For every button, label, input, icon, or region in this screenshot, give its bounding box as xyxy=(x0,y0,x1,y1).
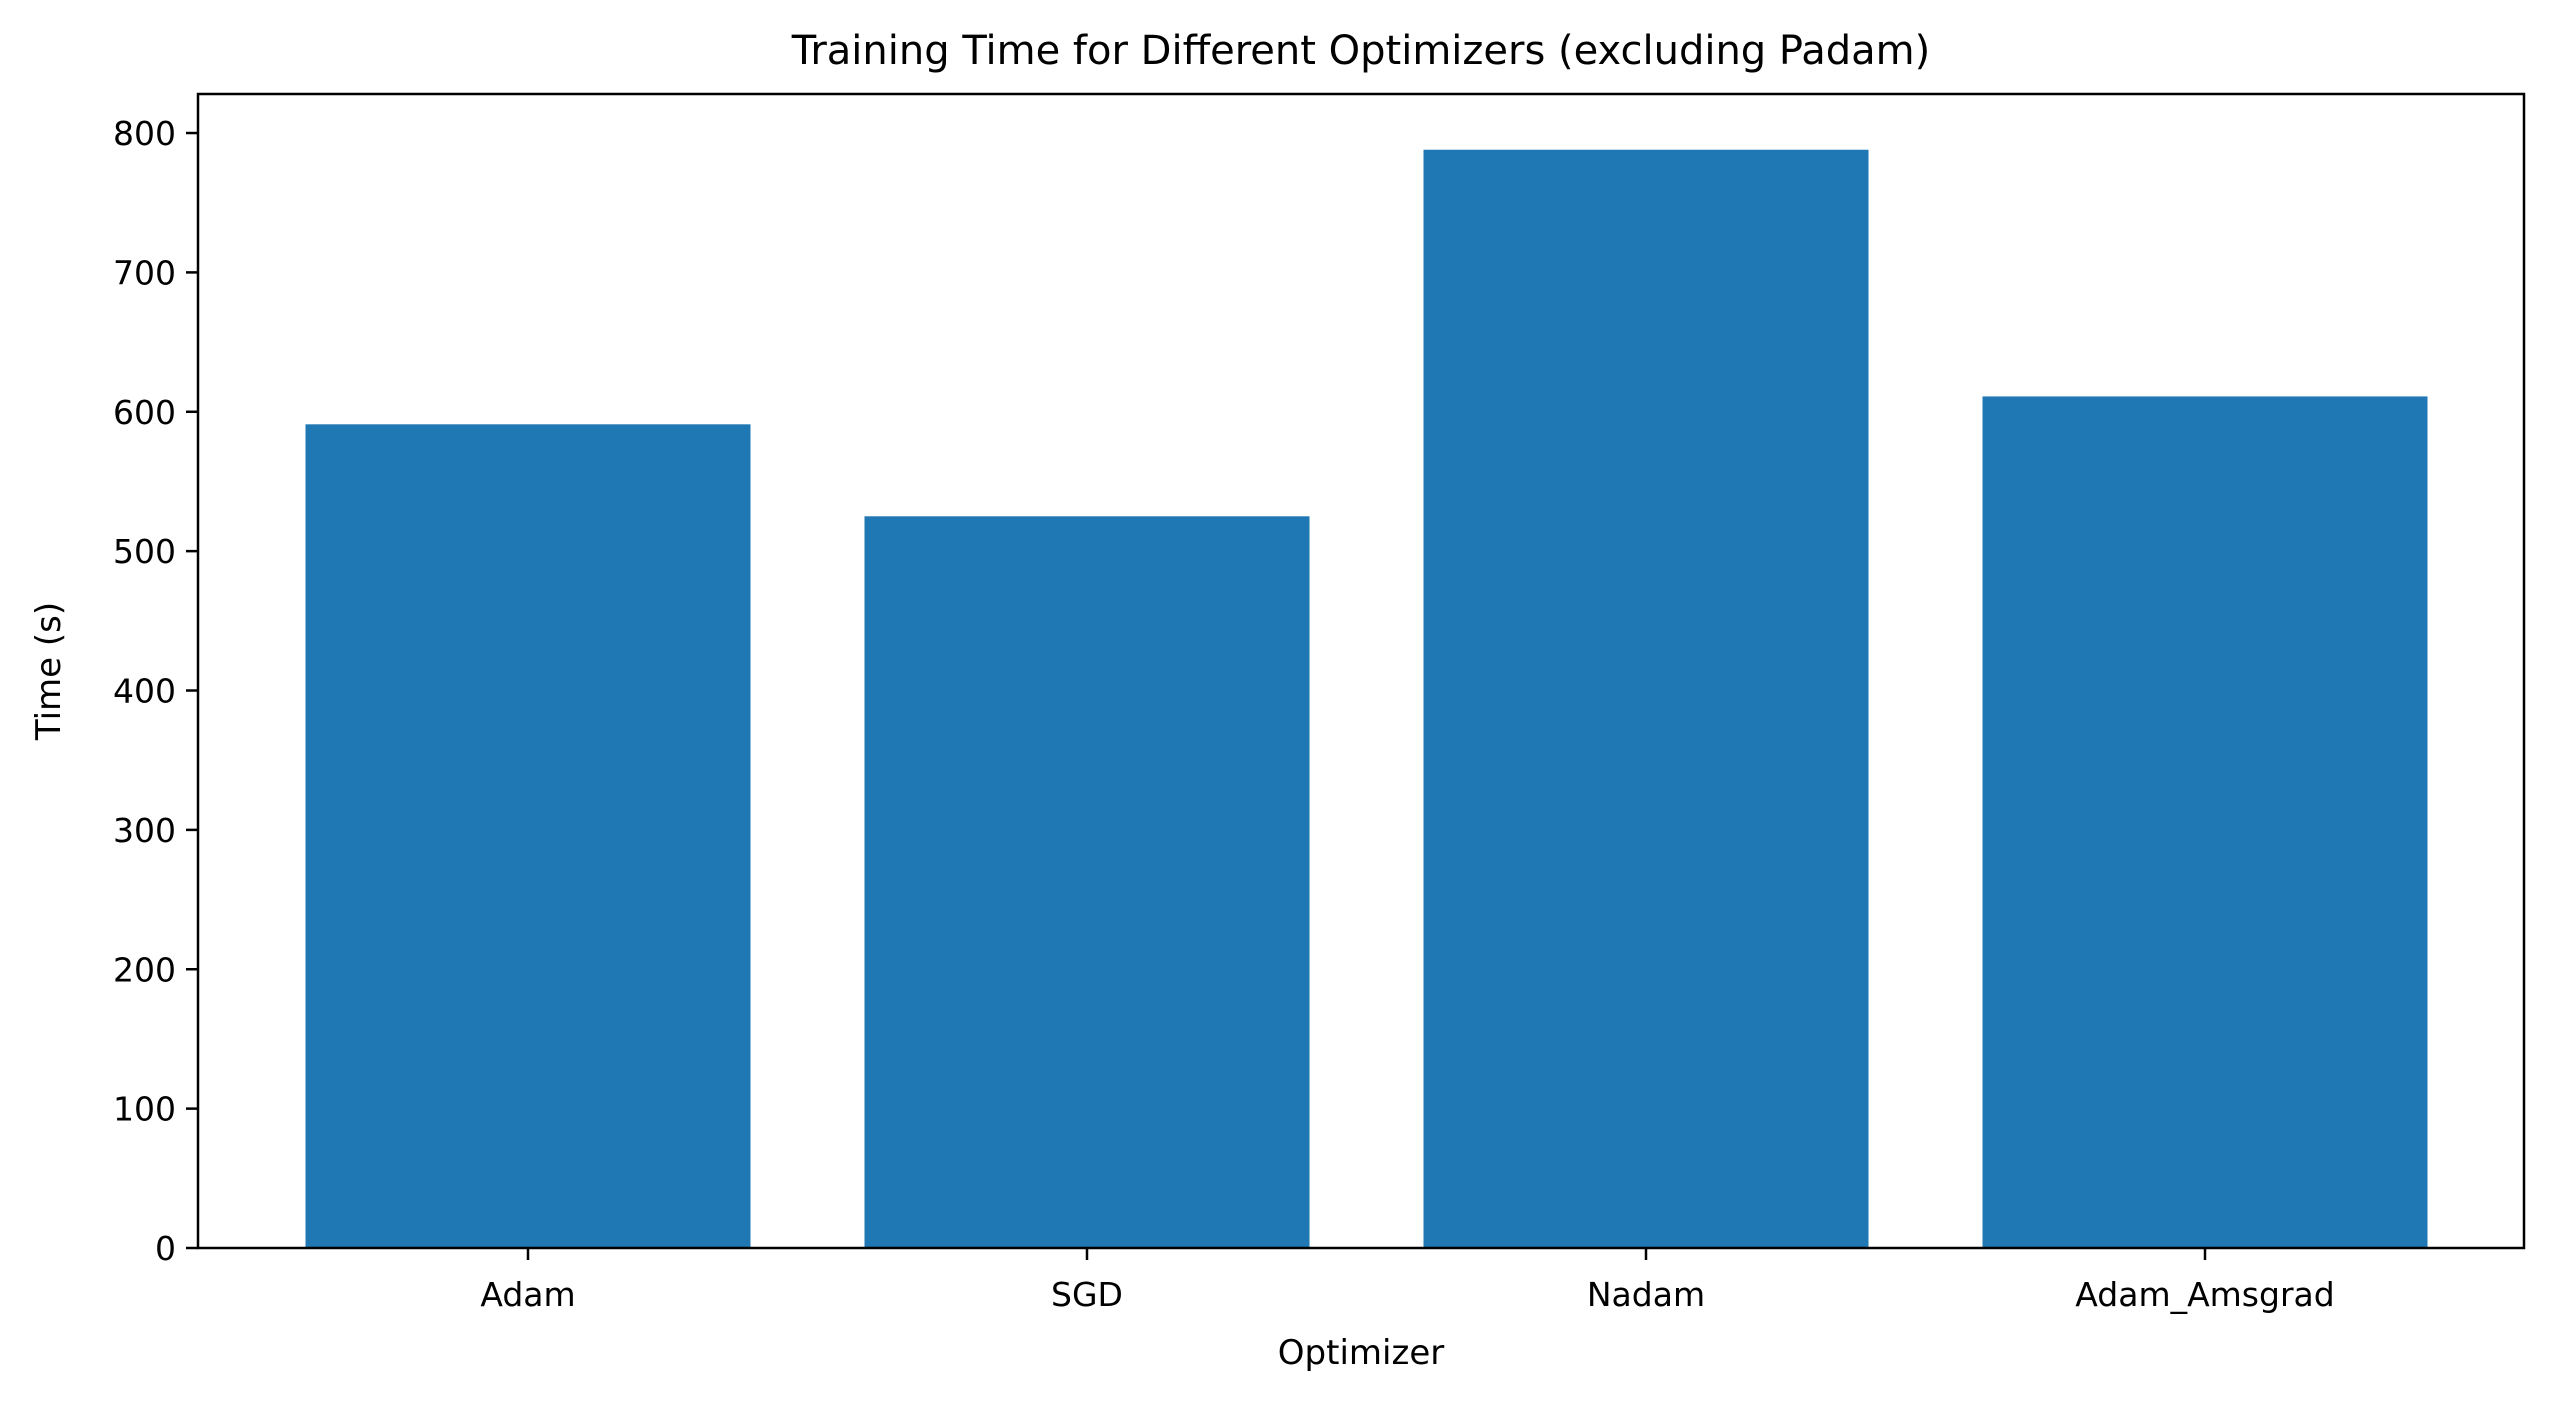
y-tick-label: 400 xyxy=(113,672,176,711)
x-axis-label: Optimizer xyxy=(1278,1333,1444,1373)
bar-sgd xyxy=(864,516,1310,1248)
y-tick-label: 800 xyxy=(113,114,176,153)
x-axis: Adam SGD Nadam Adam_Amsgrad xyxy=(480,1248,2335,1314)
y-tick-label: 500 xyxy=(113,532,176,571)
x-tick-label: SGD xyxy=(1051,1275,1123,1314)
x-tick-label: Adam_Amsgrad xyxy=(2075,1275,2334,1314)
y-tick-label: 100 xyxy=(113,1090,176,1129)
plot-frame xyxy=(196,92,2526,1250)
bar-nadam xyxy=(1423,149,1869,1249)
bar-adam-amsgrad xyxy=(1982,396,2428,1248)
y-axis: 0 100 200 300 400 500 600 700 800 xyxy=(113,114,198,1268)
y-tick-label: 200 xyxy=(113,950,176,989)
y-tick-label: 300 xyxy=(113,811,176,850)
y-axis-label: Time (s) xyxy=(29,602,69,741)
bar-adam xyxy=(305,424,751,1248)
y-tick-label: 600 xyxy=(113,393,176,432)
bars-group xyxy=(305,149,2428,1249)
y-tick-label: 700 xyxy=(113,253,176,292)
chart-title: Training Time for Different Optimizers (… xyxy=(791,28,1930,74)
y-tick-label: 0 xyxy=(155,1229,176,1268)
x-tick-label: Adam xyxy=(480,1275,575,1314)
x-tick-label: Nadam xyxy=(1587,1275,1705,1314)
